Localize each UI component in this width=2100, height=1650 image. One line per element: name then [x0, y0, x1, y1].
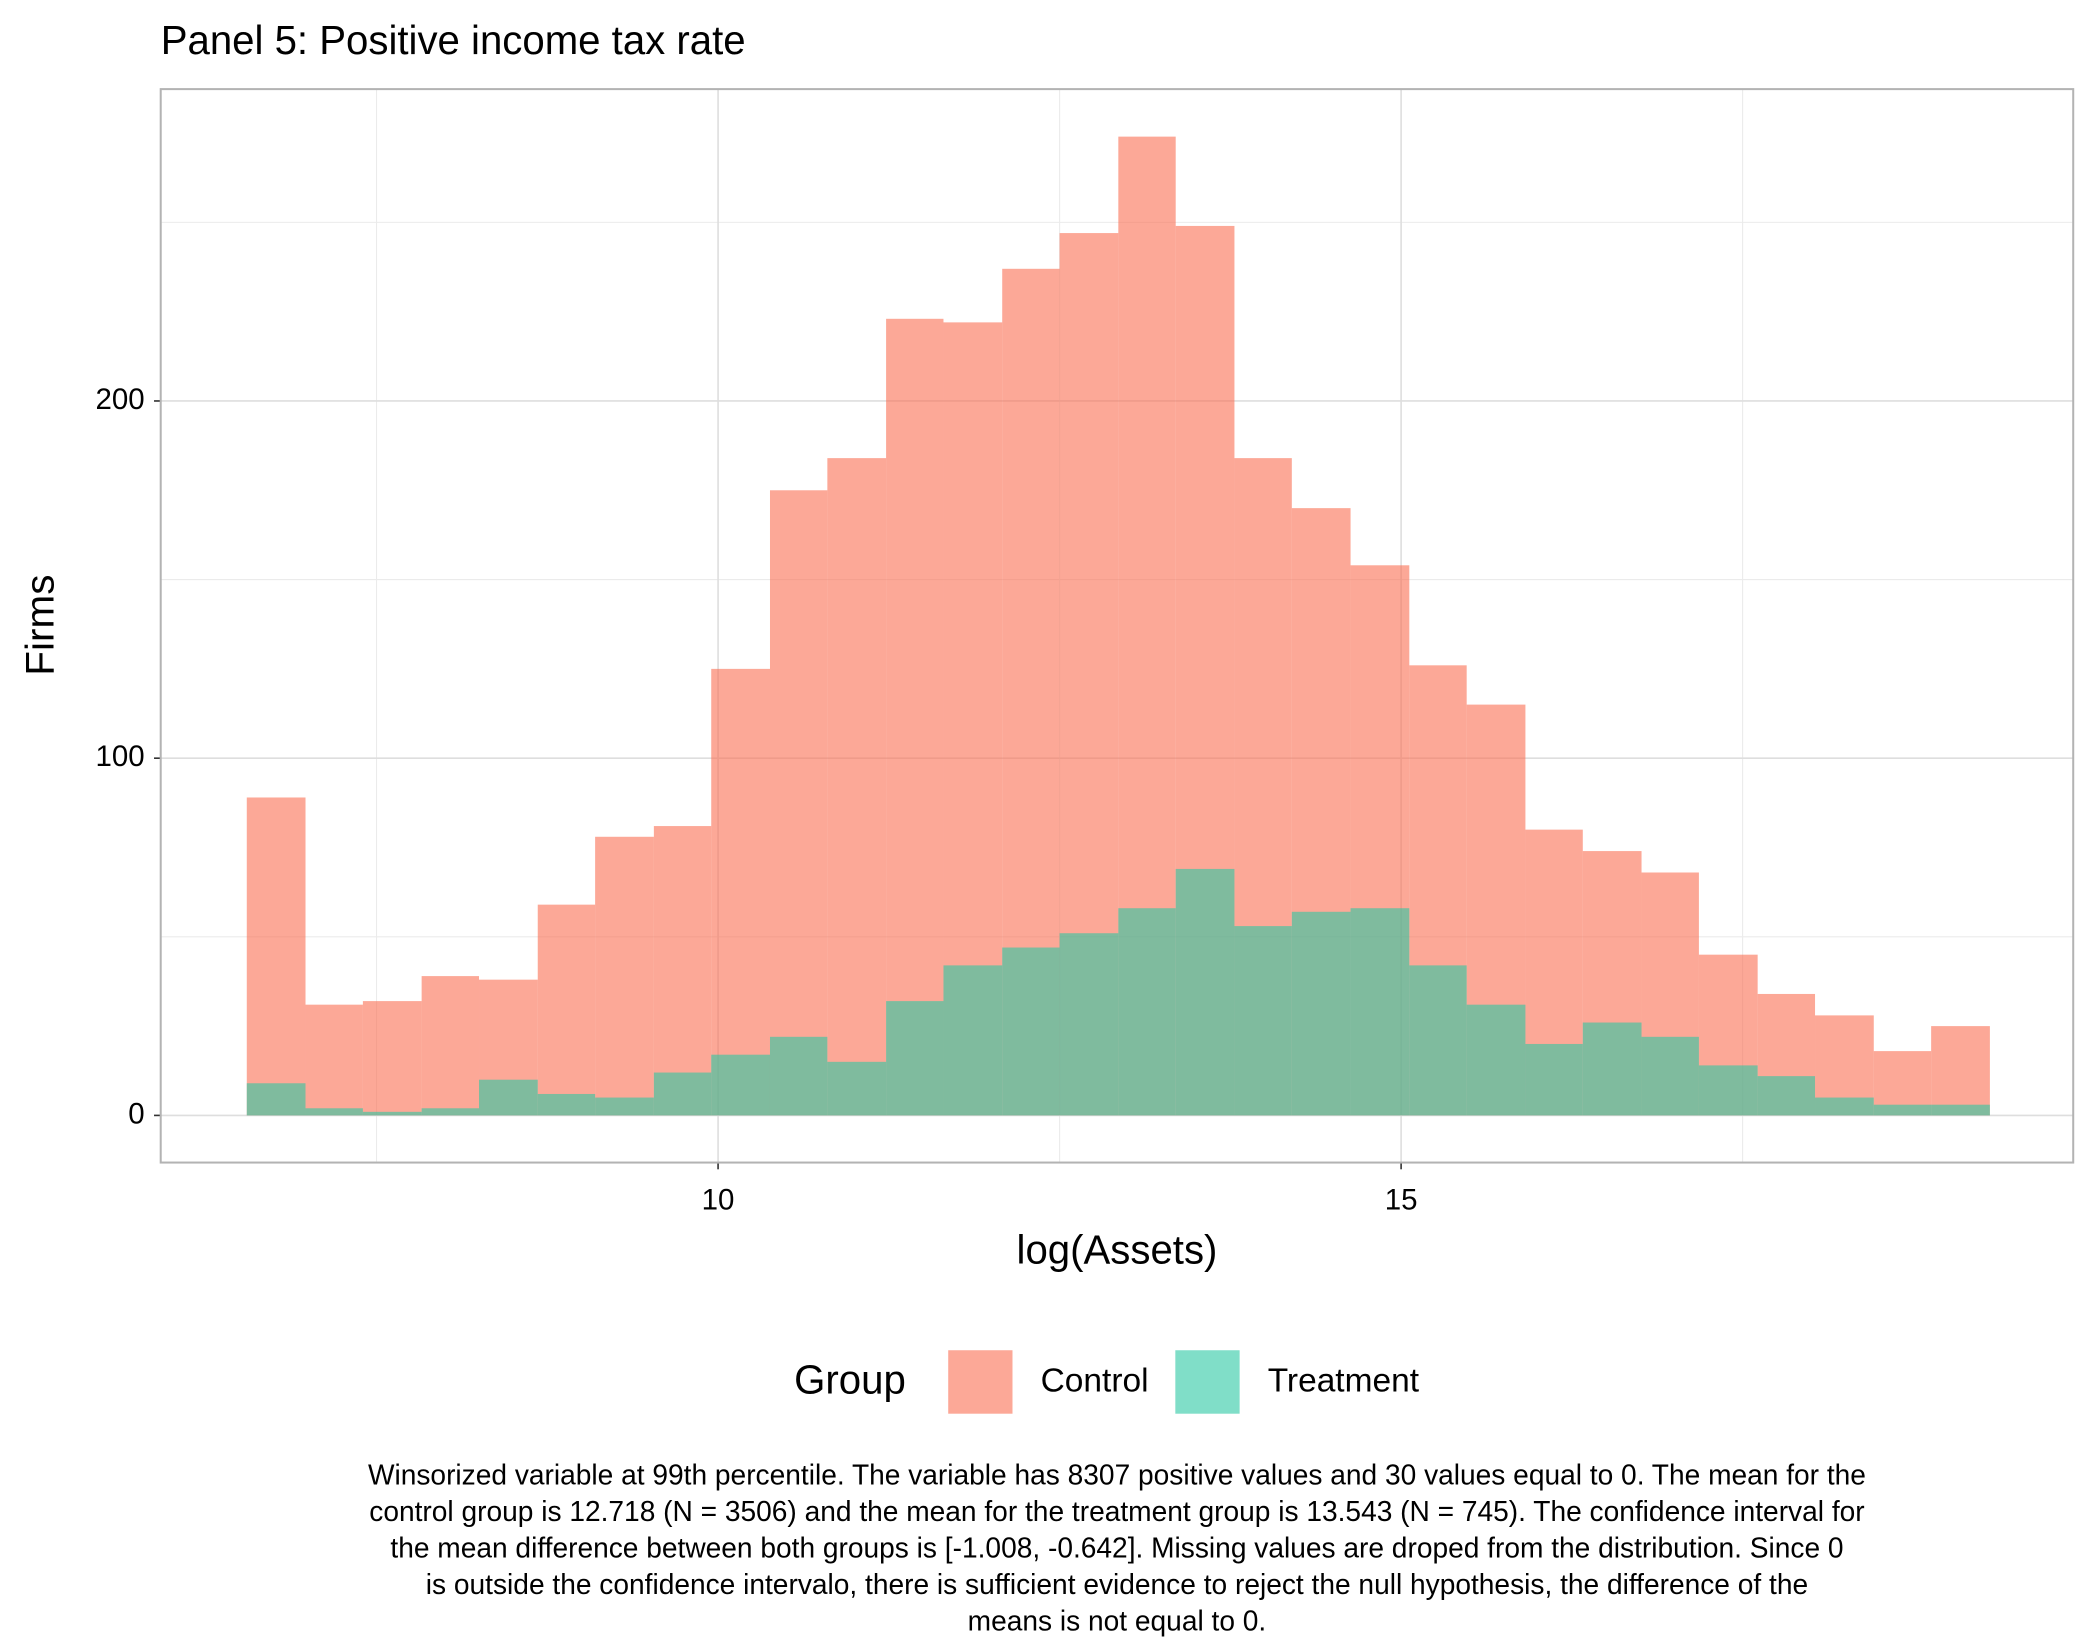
y-tick-label: 200: [95, 383, 144, 416]
x-tick-label: 15: [1385, 1183, 1418, 1216]
y-tick-label: 0: [128, 1097, 144, 1130]
bar: [653, 1072, 712, 1116]
caption-line: is outside the confidence intervalo, the…: [426, 1568, 1808, 1600]
bar: [1118, 908, 1176, 1116]
bar: [537, 904, 596, 1116]
bar: [1931, 1104, 1990, 1116]
bar: [886, 1001, 944, 1116]
x-tick-label: 10: [702, 1183, 735, 1216]
legend-swatch: [948, 1350, 1013, 1414]
bar: [769, 490, 828, 1116]
chart-title: Panel 5: Positive income tax rate: [161, 17, 746, 63]
bar: [769, 1036, 828, 1116]
bar: [479, 1079, 538, 1116]
bar: [1059, 933, 1119, 1116]
legend-label: Control: [1041, 1362, 1149, 1399]
y-axis-title: Firms: [17, 575, 63, 676]
bar: [1291, 911, 1351, 1116]
bar: [827, 458, 887, 1116]
bar: [653, 826, 712, 1116]
bar: [1175, 868, 1235, 1116]
bar: [1873, 1104, 1932, 1116]
caption-line: the mean difference between both groups …: [390, 1531, 1843, 1563]
bar: [827, 1061, 887, 1116]
bar: [246, 1083, 306, 1116]
legend-label: Treatment: [1268, 1362, 1420, 1399]
bar: [1757, 1076, 1816, 1116]
bar: [1582, 1022, 1642, 1116]
y-tick-label: 100: [95, 740, 144, 773]
caption-line: means is not equal to 0.: [968, 1604, 1267, 1636]
bar: [1350, 908, 1410, 1116]
bar: [595, 1097, 654, 1116]
bar: [421, 976, 480, 1116]
bar: [1525, 1043, 1583, 1116]
bar: [1698, 1065, 1758, 1116]
bar: [886, 318, 944, 1116]
legend-swatch: [1175, 1350, 1240, 1414]
x-axis-title: log(Assets): [1017, 1227, 1218, 1273]
bar: [1234, 926, 1292, 1116]
bar: [711, 668, 770, 1116]
bar: [362, 1001, 422, 1116]
caption-line: control group is 12.718 (N = 3506) and t…: [369, 1495, 1864, 1527]
bar: [1409, 965, 1467, 1116]
bar: [305, 1004, 363, 1116]
panel-border: [159, 88, 2075, 1164]
bar: [421, 1108, 480, 1116]
bar: [1641, 1036, 1699, 1116]
bar: [1466, 1004, 1526, 1116]
bar: [305, 1108, 363, 1116]
bar: [1931, 1026, 1990, 1116]
caption-line: Winsorized variable at 99th percentile. …: [368, 1459, 1866, 1491]
bar: [537, 1093, 596, 1116]
bar: [1815, 1097, 1874, 1116]
bar: [595, 836, 654, 1116]
bar: [1002, 947, 1060, 1116]
bar: [943, 965, 1003, 1116]
bar: [246, 797, 306, 1116]
bar: [362, 1111, 422, 1116]
legend-title: Group: [794, 1356, 906, 1402]
bar: [711, 1054, 770, 1116]
